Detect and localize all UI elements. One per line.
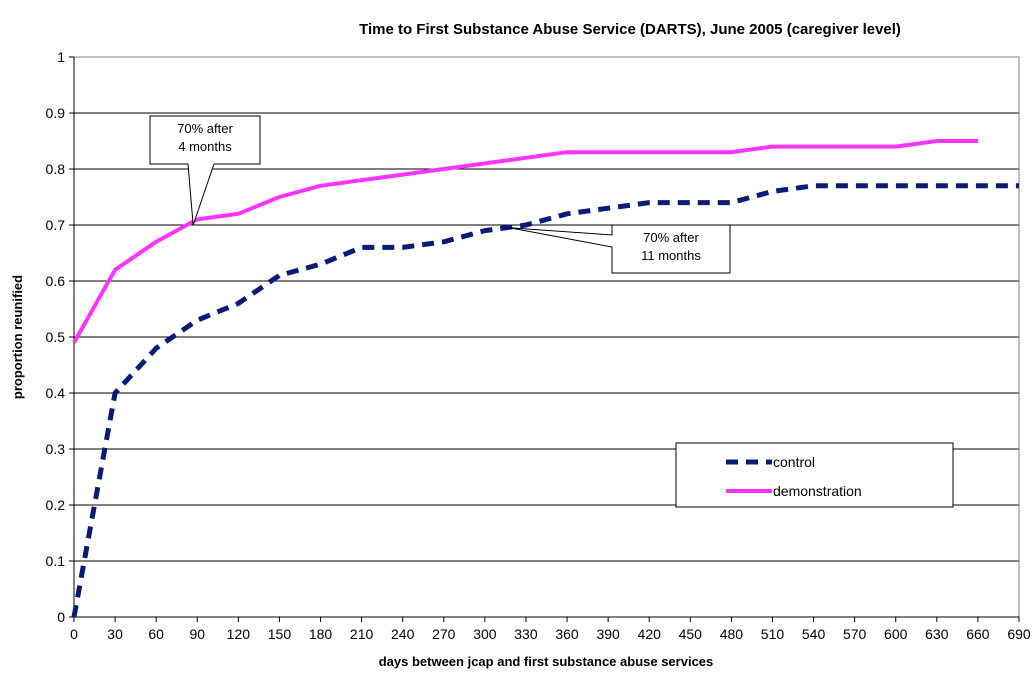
x-tick-label: 630 (925, 626, 949, 642)
y-tick-label: 0 (57, 609, 65, 625)
annotation-text: 11 months (641, 248, 701, 263)
y-tick-label: 0.8 (46, 161, 66, 177)
x-tick-label: 270 (432, 626, 456, 642)
legend-label-demonstration: demonstration (773, 483, 862, 499)
y-tick-label: 0.1 (46, 553, 66, 569)
y-tick-label: 0.3 (46, 441, 66, 457)
annotation-text: 4 months (178, 139, 232, 154)
annotations: 70% after 4 months 70% after 11 months (149, 115, 731, 274)
x-tick-label: 660 (966, 626, 990, 642)
y-tick-label: 0.9 (46, 105, 66, 121)
legend-label-control: control (773, 454, 815, 470)
chart-title: Time to First Substance Abuse Service (D… (359, 21, 901, 38)
x-tick-label: 390 (596, 626, 620, 642)
x-tick-label: 510 (761, 626, 785, 642)
legend: control demonstration (675, 442, 954, 508)
y-tick-label: 0.7 (46, 217, 66, 233)
x-tick-label: 300 (473, 626, 497, 642)
x-tick-label: 240 (391, 626, 415, 642)
x-tick-label: 570 (843, 626, 867, 642)
annotation-text: 70% after (643, 230, 699, 245)
y-tick-label: 0.2 (46, 497, 66, 513)
y-tick-label: 0.5 (46, 329, 66, 345)
x-tick-label: 540 (802, 626, 826, 642)
legend-box (675, 442, 954, 508)
x-tick-label: 480 (720, 626, 744, 642)
annotation-box (509, 224, 731, 274)
x-tick-label: 210 (350, 626, 374, 642)
annotation-callout: 70% after 4 months (149, 115, 261, 226)
x-tick-label: 30 (107, 626, 123, 642)
x-tick-label: 90 (189, 626, 205, 642)
x-tick-label: 0 (70, 626, 78, 642)
annotation-text: 70% after (177, 121, 233, 136)
series-demonstration-line (72, 139, 978, 344)
x-tick-label: 450 (679, 626, 703, 642)
x-axis-title: days between jcap and first substance ab… (379, 654, 714, 669)
series-group (71, 139, 1019, 618)
x-tick-label: 600 (884, 626, 908, 642)
x-tick-label: 330 (514, 626, 538, 642)
y-tick-label: 0.6 (46, 273, 66, 289)
y-axis-ticks: 0 0.1 0.2 0.3 0.4 0.5 0.6 0.7 0.8 0.9 1 (46, 49, 74, 625)
x-tick-label: 420 (638, 626, 662, 642)
y-axis-title: proportion reunified (10, 275, 25, 399)
series-control-line (71, 183, 1019, 618)
y-tick-label: 1 (57, 49, 65, 65)
x-tick-label: 120 (227, 626, 251, 642)
x-tick-label: 360 (555, 626, 579, 642)
x-tick-label: 180 (309, 626, 333, 642)
annotation-box (149, 115, 261, 226)
annotation-callout: 70% after 11 months (509, 224, 731, 274)
x-tick-label: 690 (1007, 626, 1031, 642)
x-tick-label: 150 (268, 626, 292, 642)
x-tick-label: 60 (148, 626, 164, 642)
x-axis-ticks: 0 30 60 90 120 150 180 210 240 270 300 330 360 390 420… (70, 617, 1031, 642)
y-tick-label: 0.4 (46, 385, 66, 401)
